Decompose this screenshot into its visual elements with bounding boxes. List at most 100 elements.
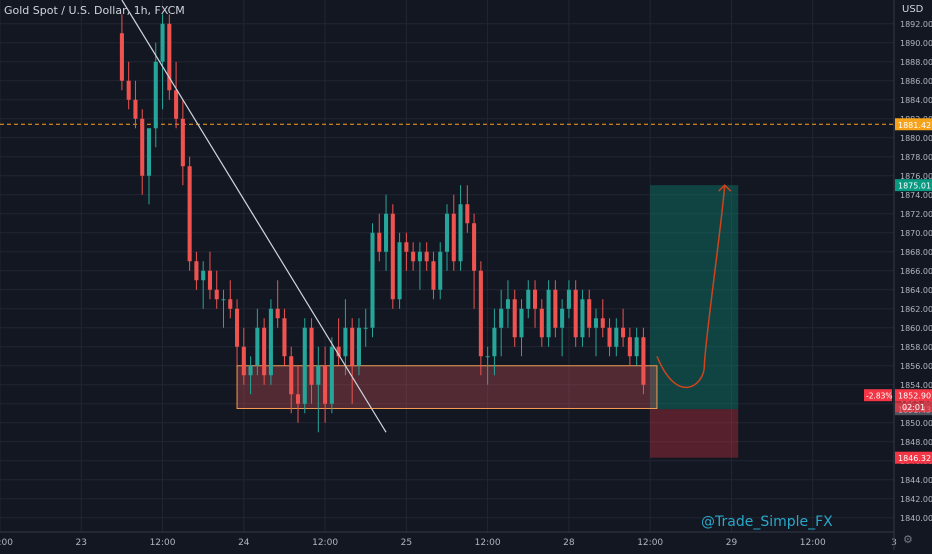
candle-body[interactable]: [404, 242, 409, 252]
candle-body[interactable]: [119, 33, 124, 81]
candle-body[interactable]: [228, 299, 233, 309]
candle-body[interactable]: [363, 327, 368, 329]
candle-body[interactable]: [600, 318, 605, 328]
candle-body[interactable]: [621, 327, 626, 338]
y-tick-label: 1886.00: [900, 77, 932, 86]
candle-body[interactable]: [390, 213, 395, 300]
candle-body[interactable]: [478, 270, 483, 357]
candle-body[interactable]: [431, 261, 436, 290]
candle-body[interactable]: [282, 318, 287, 357]
candle-body[interactable]: [566, 289, 571, 309]
candle-body[interactable]: [505, 299, 510, 309]
candle-body[interactable]: [465, 204, 470, 224]
price-label-tag: [895, 451, 932, 464]
candle-body[interactable]: [607, 327, 612, 347]
candle-body[interactable]: [614, 327, 619, 347]
stop-zone[interactable]: [650, 409, 739, 458]
candle-body[interactable]: [235, 308, 240, 347]
candle-body[interactable]: [553, 289, 558, 328]
candle-body[interactable]: [593, 318, 599, 328]
candle-body[interactable]: [641, 337, 646, 385]
y-tick-label: 1872.00: [900, 210, 932, 219]
candle-body[interactable]: [350, 327, 355, 366]
candle-body[interactable]: [627, 337, 632, 357]
candle-body[interactable]: [512, 299, 517, 338]
candle-body[interactable]: [444, 213, 450, 252]
x-tick-label: 12:00: [0, 538, 13, 548]
price-label-text: 1846.32: [898, 454, 931, 463]
candle-body[interactable]: [140, 118, 145, 176]
candle-body[interactable]: [451, 213, 456, 262]
candle-body[interactable]: [485, 356, 490, 358]
candle-body[interactable]: [207, 270, 212, 290]
candle-body[interactable]: [187, 166, 192, 262]
candle-body[interactable]: [248, 365, 253, 376]
candle-body[interactable]: [384, 213, 389, 252]
candle-body[interactable]: [458, 204, 463, 262]
candle-body[interactable]: [438, 251, 443, 290]
candle-body[interactable]: [255, 327, 260, 366]
candle-body[interactable]: [526, 289, 531, 309]
candle-body[interactable]: [370, 232, 375, 328]
candle-body[interactable]: [160, 23, 165, 62]
countdown-text: 02:01: [902, 403, 925, 412]
settings-gear-icon[interactable]: ⚙: [903, 533, 913, 546]
candle-body[interactable]: [411, 251, 416, 262]
candle-body[interactable]: [499, 308, 504, 328]
candle-body[interactable]: [343, 327, 348, 357]
candle-body[interactable]: [329, 346, 334, 404]
candle-body[interactable]: [472, 223, 477, 271]
candle-body[interactable]: [587, 299, 592, 328]
candle-body[interactable]: [241, 346, 246, 376]
target-zone[interactable]: [650, 185, 739, 410]
candle-body[interactable]: [424, 251, 429, 262]
candle-body[interactable]: [336, 346, 341, 357]
candle-body[interactable]: [397, 242, 402, 300]
candle-body[interactable]: [580, 299, 585, 338]
candle-body[interactable]: [146, 128, 152, 176]
candle-body[interactable]: [492, 327, 497, 357]
trendline[interactable]: [121, 0, 387, 433]
candle-body[interactable]: [309, 327, 314, 385]
candle-body[interactable]: [221, 299, 226, 301]
candle-body[interactable]: [634, 337, 639, 357]
x-tick-label: 25: [401, 538, 412, 548]
symbol-title[interactable]: Gold Spot / U.S. Dollar, 1h, FXCM: [4, 4, 185, 17]
candle-body[interactable]: [323, 365, 328, 404]
candle-body[interactable]: [560, 308, 565, 328]
candle-body[interactable]: [153, 61, 158, 129]
candle-body[interactable]: [356, 327, 361, 366]
candle-body[interactable]: [302, 327, 307, 404]
candle-body[interactable]: [377, 232, 382, 252]
candle-body[interactable]: [417, 251, 422, 262]
y-tick-label: 1868.00: [900, 248, 932, 257]
candle-body[interactable]: [133, 99, 138, 119]
currency-label[interactable]: USD: [902, 4, 924, 15]
projection-path[interactable]: [656, 185, 726, 389]
candle-body[interactable]: [194, 261, 199, 281]
candle-body[interactable]: [167, 23, 172, 91]
candle-body[interactable]: [539, 308, 544, 338]
candle-body[interactable]: [262, 327, 267, 376]
y-tick-label: 1854.00: [900, 381, 932, 390]
price-label-text: 1875.01: [898, 182, 931, 191]
candle-body[interactable]: [316, 365, 321, 385]
support-zone[interactable]: [236, 365, 658, 409]
candle-body[interactable]: [201, 270, 206, 281]
candle-body[interactable]: [126, 80, 131, 100]
candle-body[interactable]: [546, 289, 551, 338]
y-tick-label: 1892.00: [900, 20, 932, 29]
candle-body[interactable]: [289, 356, 294, 395]
candle-body[interactable]: [180, 118, 185, 167]
candle-body[interactable]: [519, 308, 524, 338]
candle-body[interactable]: [295, 394, 301, 404]
candle-body[interactable]: [214, 289, 219, 300]
candle-body[interactable]: [268, 308, 273, 376]
change-badge: [864, 389, 892, 402]
candle-body[interactable]: [533, 289, 538, 309]
candle-body[interactable]: [174, 90, 179, 119]
candle-body[interactable]: [573, 289, 578, 338]
candle-body[interactable]: [275, 308, 280, 319]
